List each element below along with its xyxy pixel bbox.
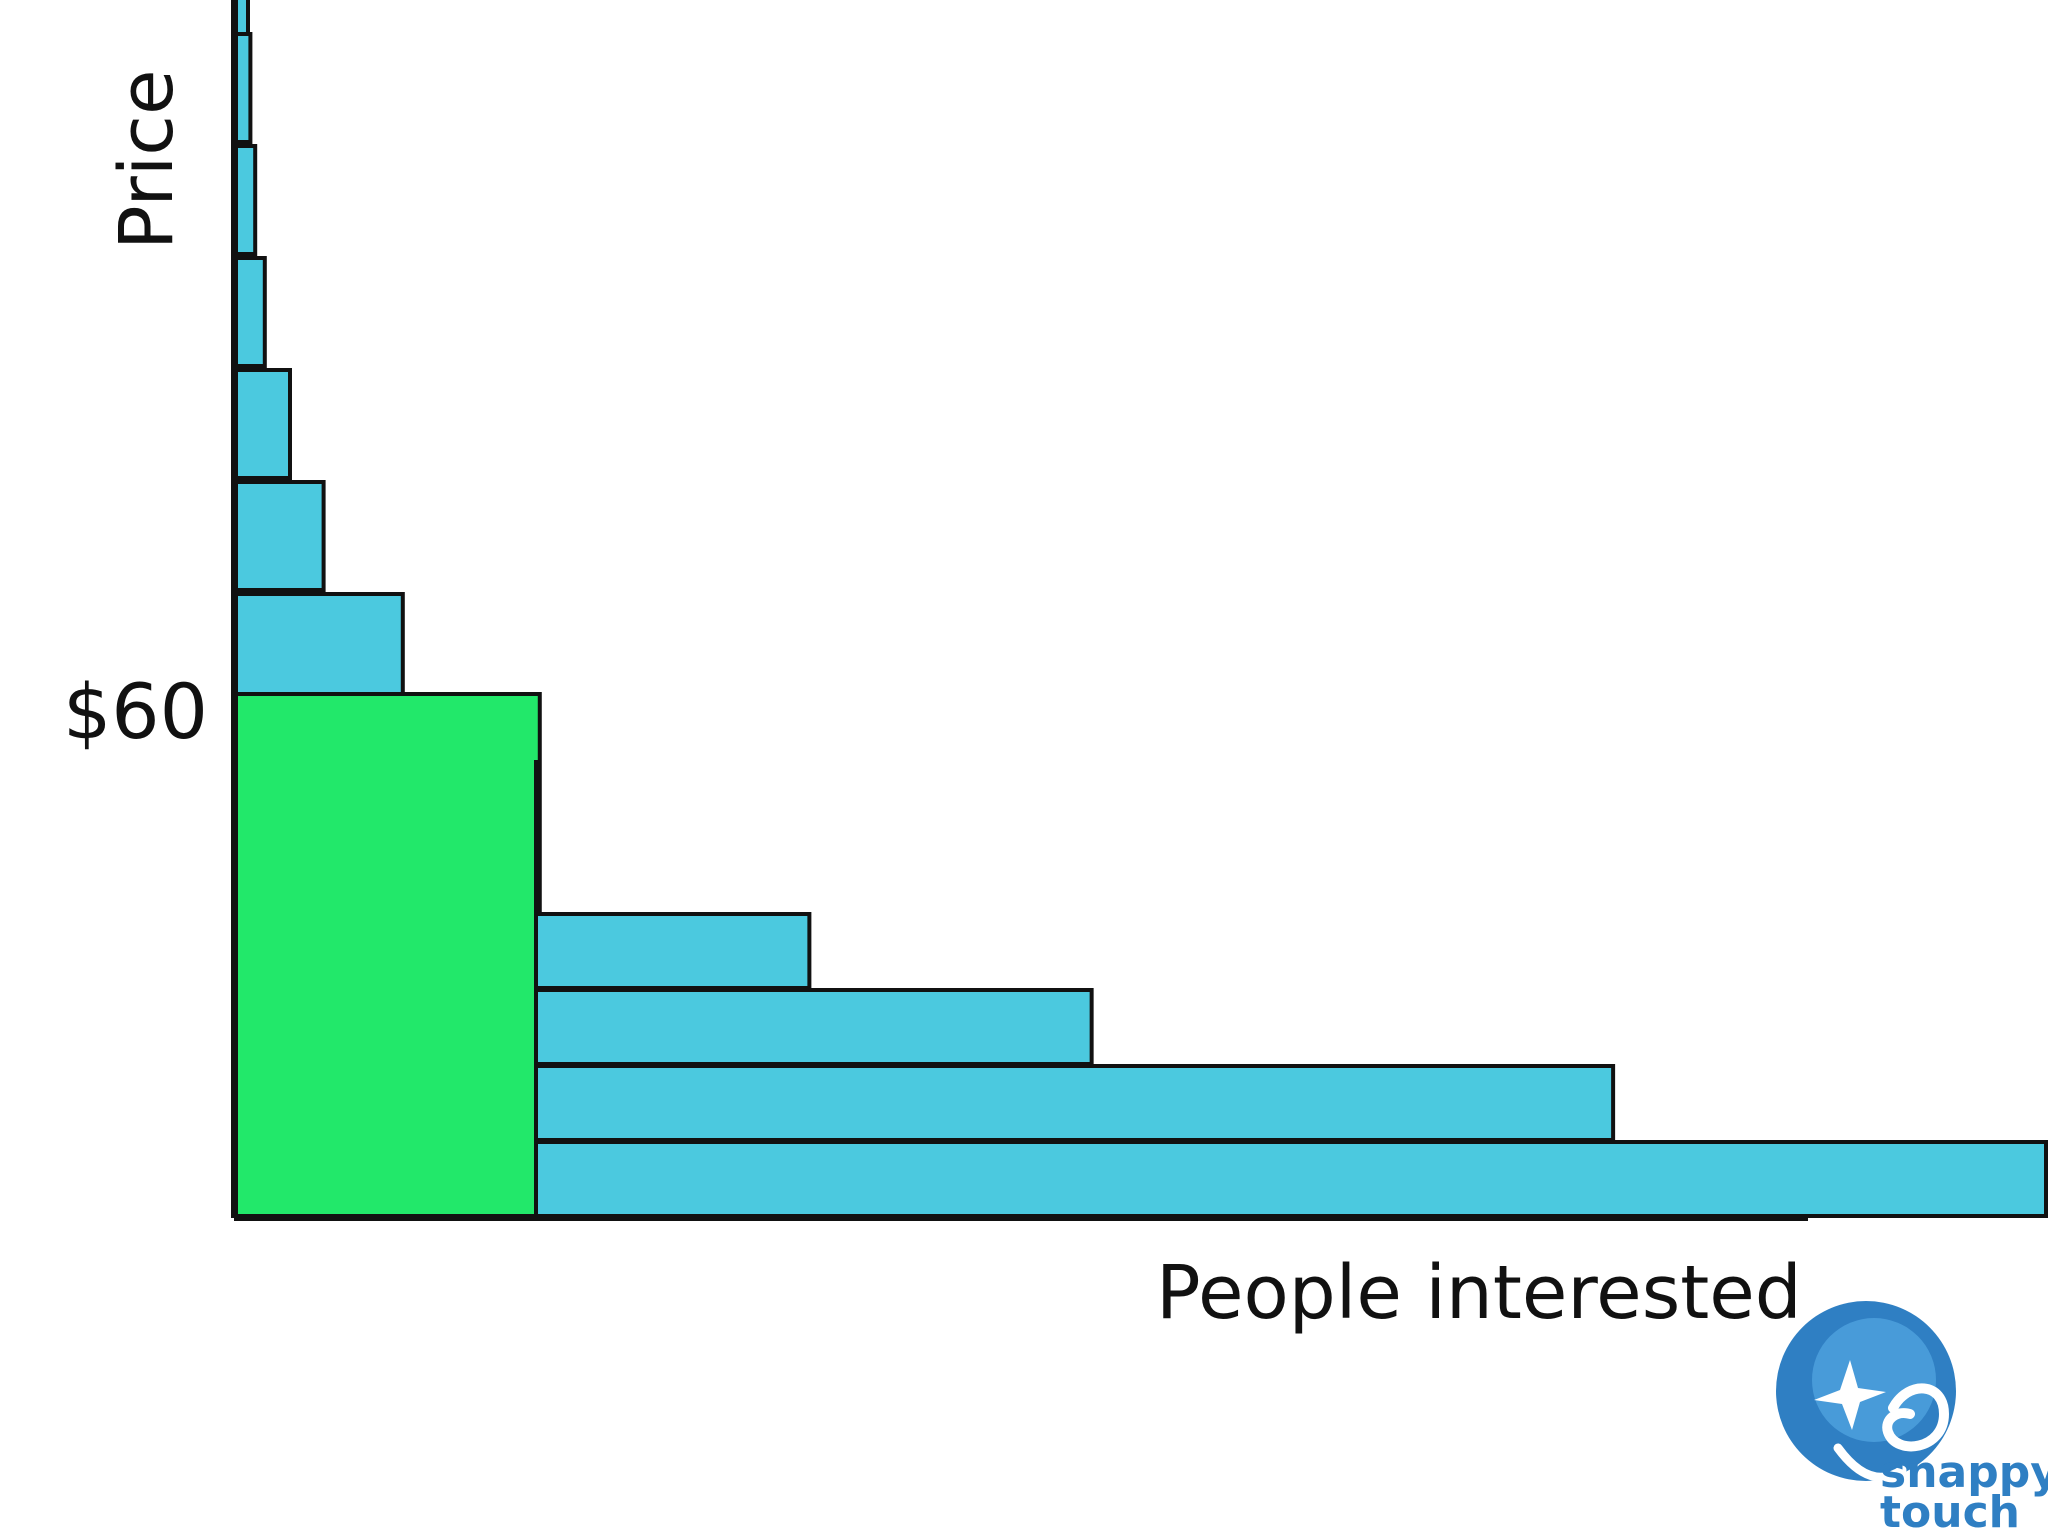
bar [234,480,326,592]
bar [234,256,267,368]
bar [534,1140,2048,1218]
bar [234,144,258,256]
snappy-touch-logo-icon [1776,1301,1956,1482]
bar [234,368,292,480]
bar [534,836,540,914]
snappy-touch-logo: snappy touch [1776,1301,2048,1536]
bar [534,760,540,838]
bar [234,592,405,704]
bar [534,988,1094,1066]
logo-line-1: snappy [1880,1447,2048,1498]
highlight-bar [234,692,542,1218]
x-axis-label: People interested [1156,1250,1802,1336]
bars-group [234,0,2048,1218]
bar [534,1064,1616,1142]
bar [534,912,812,990]
bar [234,0,250,36]
highlight-price-label: $60 [63,667,208,756]
logo-line-2: touch [1880,1487,2020,1536]
y-axis-label: Price [104,69,190,250]
bar [234,32,253,144]
